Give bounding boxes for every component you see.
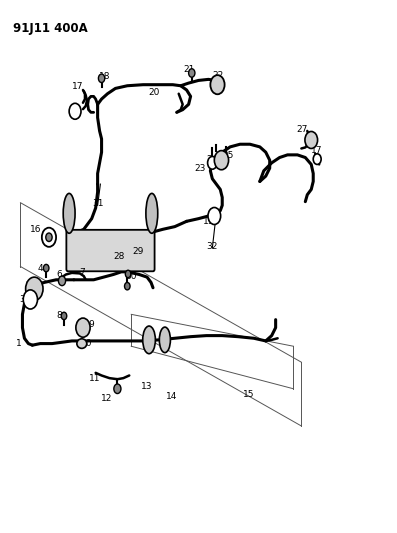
- Text: 13: 13: [141, 382, 152, 391]
- Ellipse shape: [146, 193, 158, 233]
- Text: 24: 24: [207, 155, 218, 164]
- Circle shape: [125, 270, 131, 278]
- Text: 32: 32: [206, 243, 217, 252]
- Text: 25: 25: [222, 151, 233, 160]
- Text: 91J11 400A: 91J11 400A: [13, 22, 87, 35]
- Text: 16: 16: [30, 225, 41, 234]
- Text: 4: 4: [37, 264, 43, 272]
- Circle shape: [313, 154, 321, 165]
- Ellipse shape: [77, 339, 87, 349]
- Text: 26: 26: [212, 161, 223, 170]
- Circle shape: [214, 151, 229, 169]
- Circle shape: [210, 75, 225, 94]
- Text: 6: 6: [56, 270, 62, 279]
- Ellipse shape: [143, 326, 155, 354]
- Text: 10: 10: [81, 338, 93, 348]
- Text: 3: 3: [19, 295, 25, 304]
- Text: 8: 8: [56, 311, 62, 320]
- Text: 1: 1: [15, 339, 21, 348]
- FancyBboxPatch shape: [66, 230, 154, 271]
- Text: 28: 28: [113, 253, 124, 261]
- Circle shape: [76, 318, 90, 337]
- Circle shape: [42, 228, 56, 247]
- Text: 11: 11: [89, 374, 100, 383]
- Circle shape: [98, 74, 105, 83]
- Text: 14: 14: [166, 392, 177, 401]
- Text: 2: 2: [25, 280, 31, 289]
- Circle shape: [208, 207, 221, 224]
- Text: 31: 31: [92, 199, 103, 208]
- Ellipse shape: [159, 327, 170, 353]
- Text: 18: 18: [98, 71, 110, 80]
- Text: 5: 5: [37, 280, 43, 289]
- Text: 7: 7: [79, 269, 85, 277]
- Circle shape: [305, 132, 318, 149]
- Circle shape: [208, 157, 217, 169]
- Circle shape: [69, 103, 81, 119]
- Text: 22: 22: [212, 70, 223, 79]
- Text: 27: 27: [297, 125, 308, 134]
- Text: 21: 21: [183, 66, 195, 74]
- Text: 23: 23: [195, 164, 206, 173]
- Circle shape: [26, 277, 43, 301]
- Text: 19: 19: [202, 217, 214, 226]
- Text: 29: 29: [133, 247, 144, 256]
- Circle shape: [125, 282, 130, 290]
- Circle shape: [23, 290, 37, 309]
- Text: 30: 30: [125, 272, 137, 280]
- Circle shape: [114, 384, 121, 393]
- Circle shape: [58, 276, 66, 286]
- Text: 20: 20: [148, 87, 160, 96]
- Ellipse shape: [63, 193, 75, 233]
- Text: 12: 12: [100, 394, 112, 403]
- Circle shape: [189, 69, 195, 77]
- Circle shape: [61, 312, 67, 320]
- Text: 15: 15: [243, 390, 255, 399]
- Text: 17: 17: [311, 146, 323, 155]
- Circle shape: [43, 264, 49, 272]
- Circle shape: [46, 233, 52, 241]
- Text: 17: 17: [72, 82, 84, 91]
- Text: 9: 9: [88, 320, 94, 329]
